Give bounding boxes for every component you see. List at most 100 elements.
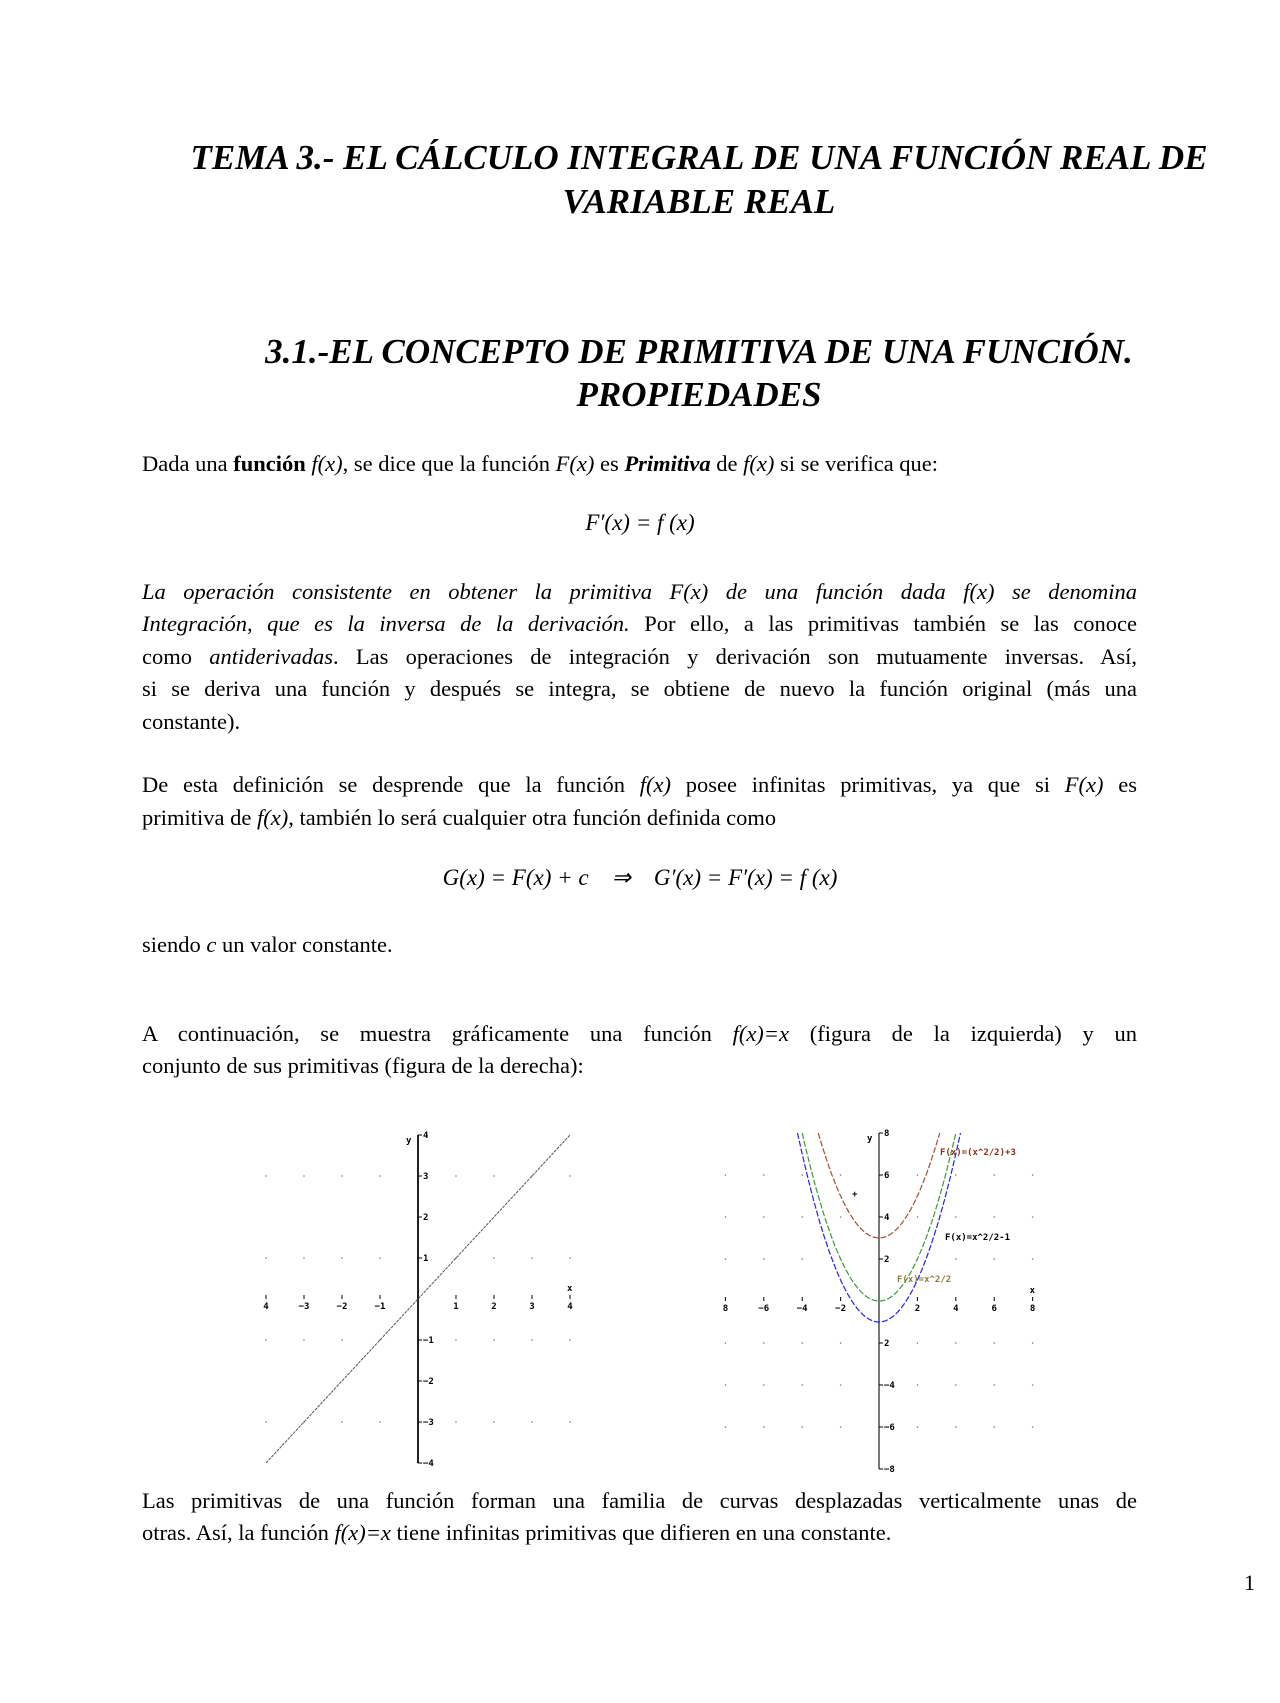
x-tick-label: 4 xyxy=(953,1304,959,1314)
text-italic: c xyxy=(206,932,217,957)
grid-dot xyxy=(724,1341,727,1344)
grid-dot xyxy=(763,1257,765,1260)
grid-dot xyxy=(379,1174,381,1177)
graph-f-x-equals-x: 4 −3 −2 −1 1 2 3 4 4 3 2 1 −1 −2 −3 −4 x y xyxy=(263,1131,573,1469)
grid-dot xyxy=(763,1215,765,1218)
paragraph-constant: siendo c un valor constante. xyxy=(142,929,1137,962)
text: un valor constante. xyxy=(216,932,393,957)
curve-label: F(x)=x^2/2 xyxy=(897,1275,951,1285)
x-tick-label: 4 xyxy=(567,1302,573,1312)
plus-marker: + xyxy=(852,1190,858,1200)
grid-dot xyxy=(916,1341,919,1344)
y-tick-label: 6 xyxy=(884,1171,889,1181)
grid-dot xyxy=(341,1338,343,1341)
grid-dot xyxy=(303,1174,305,1177)
line: primitiva de f(x), también lo será cualq… xyxy=(142,802,1137,835)
grid-dot xyxy=(724,1383,727,1386)
paragraph-definition: Dada una función f(x), se dice que la fu… xyxy=(142,448,1137,481)
y-tick-label: 8 xyxy=(884,1129,889,1139)
line: como antiderivadas. Las operaciones de i… xyxy=(142,641,1137,674)
grid-dot xyxy=(265,1420,267,1423)
graph-primitives: 8 −6 −4 −2 2 4 6 8 8 6 4 2 2 −4 −6 −8 x y F(x)=(x^2/2)+3 F(… xyxy=(723,1129,1036,1475)
grid-dot xyxy=(916,1173,919,1176)
text-italic: Integración, que es la inversa de la der… xyxy=(142,611,630,636)
y-tick-label: 1 xyxy=(423,1254,428,1264)
x-tick-label: −2 xyxy=(337,1302,348,1312)
grid-dot xyxy=(801,1425,803,1428)
text: posee infinitas primitivas, ya que si xyxy=(671,772,1065,797)
grid-dot xyxy=(955,1341,957,1344)
curve-primitive xyxy=(817,1132,941,1239)
text-bold: función xyxy=(233,451,306,476)
formula-primitive: F′(x) = f (x) xyxy=(585,509,695,535)
text: siendo xyxy=(142,932,207,957)
y-axis-label: y xyxy=(867,1134,873,1144)
grid-dot xyxy=(724,1425,727,1428)
grid-dot xyxy=(993,1425,995,1428)
grid-dot xyxy=(993,1341,995,1344)
grid-dot xyxy=(569,1256,571,1259)
y-tick-label: 2 xyxy=(423,1213,428,1223)
x-axis-label: x xyxy=(567,1284,573,1294)
x-tick-label: −3 xyxy=(299,1302,310,1312)
grid-dot xyxy=(839,1341,842,1344)
text-italic: f(x) xyxy=(256,804,289,830)
grid-dot xyxy=(493,1174,495,1177)
x-tick-label: 6 xyxy=(991,1304,996,1314)
grid-dot xyxy=(839,1425,842,1428)
text: , también lo será cualquier otra función… xyxy=(288,804,777,830)
section-title-line-1: 3.1.-EL CONCEPTO DE PRIMITIVA DE UNA FUN… xyxy=(265,332,1133,371)
y-tick-label: −3 xyxy=(423,1418,434,1428)
grid-dot xyxy=(303,1338,305,1341)
grid-dot xyxy=(955,1383,957,1386)
text-italic: f(x)=x xyxy=(732,1020,789,1046)
text: (figura de la izquierda) y un xyxy=(788,1020,1138,1046)
curve-primitive xyxy=(801,1132,957,1302)
paragraph-integration: La operación consistente en obtener la p… xyxy=(142,576,1137,739)
text: si se verifica que: xyxy=(774,451,939,476)
text: tiene infinitas primitivas que difieren … xyxy=(390,1520,892,1545)
grid-dot xyxy=(1031,1383,1034,1386)
grid-dot xyxy=(569,1338,571,1341)
grid-dot xyxy=(379,1420,381,1423)
title-line-1: TEMA 3.- EL CÁLCULO INTEGRAL DE UNA FUNC… xyxy=(190,138,1208,177)
text: es xyxy=(594,451,625,476)
grid-dot xyxy=(265,1174,267,1177)
grid-dot xyxy=(763,1383,765,1386)
y-tick-label: −4 xyxy=(423,1459,434,1469)
x-axis-label: x xyxy=(1030,1286,1036,1296)
grid-dot xyxy=(801,1383,803,1386)
text-italic: f(x) xyxy=(743,451,775,476)
line: otras. Así, la función f(x)=x tiene infi… xyxy=(142,1517,1137,1550)
text: Dada una xyxy=(142,451,234,476)
text-italic: antiderivadas xyxy=(209,643,333,669)
x-tick-label: 3 xyxy=(529,1302,534,1312)
text: Por ello, a las primitivas también se la… xyxy=(629,611,1137,636)
grid-dot xyxy=(1031,1215,1034,1218)
grid-dot xyxy=(763,1173,765,1176)
grid-dot xyxy=(955,1257,957,1260)
text-italic: F(x) xyxy=(1064,772,1104,797)
line: A continuación, se muestra gráficamente … xyxy=(142,1018,1137,1051)
text: otras. Así, la función xyxy=(142,1520,335,1545)
y-tick-label: −4 xyxy=(884,1381,895,1391)
figures: 4 −3 −2 −1 1 2 3 4 4 3 2 1 −1 −2 −3 −4 x y 8 −6 −4 −2 2 4 6 8 8 6 4… xyxy=(0,1099,1280,1479)
x-tick-label: −2 xyxy=(835,1304,846,1314)
x-tick-label: −4 xyxy=(797,1304,808,1314)
text-italic: La operación consistente en obtener la p… xyxy=(142,578,1137,604)
text-italic: f(x)=x xyxy=(334,1520,391,1545)
grid-dot xyxy=(839,1173,842,1176)
y-tick-label: −1 xyxy=(423,1336,434,1346)
grid-dot xyxy=(455,1420,457,1423)
paragraph-infinite-primitives: De esta definición se desprende que la f… xyxy=(142,769,1137,834)
text: primitiva de xyxy=(142,804,257,830)
grid-dot xyxy=(1031,1257,1034,1260)
text: A continuación, se muestra gráficamente … xyxy=(142,1020,733,1046)
text-italic: f(x) xyxy=(639,772,672,797)
grid-dot xyxy=(763,1341,765,1344)
grid-dot xyxy=(724,1215,727,1218)
formula-constant: G(x) = F(x) + c ⇒ G′(x) = F′(x) = f (x) xyxy=(442,865,838,890)
grid-dot xyxy=(493,1420,495,1423)
y-tick-label: −8 xyxy=(884,1465,895,1475)
grid-dot xyxy=(724,1173,727,1176)
